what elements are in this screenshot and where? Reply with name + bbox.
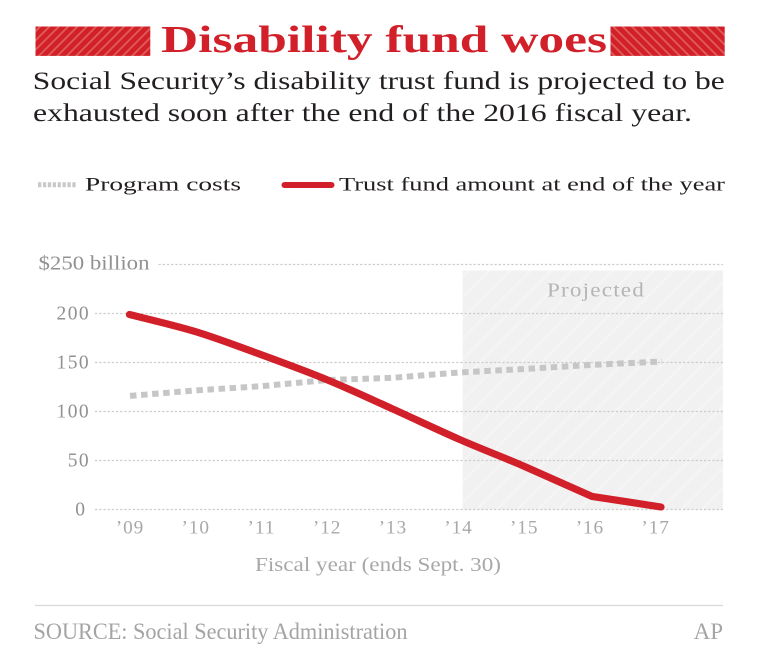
svg-text:Program costs: Program costs [85,175,241,196]
svg-text:Projected: Projected [547,281,645,302]
svg-text:200: 200 [57,304,90,325]
svg-text:’16: ’16 [576,518,604,539]
svg-text:’14: ’14 [444,518,472,539]
svg-text:Social Security’s disability t: Social Security’s disability trust fund … [33,66,725,95]
svg-text:Disability fund woes: Disability fund woes [161,19,607,61]
svg-text:AP: AP [694,619,723,644]
svg-text:SOURCE: Social Security Admini: SOURCE: Social Security Administration [34,619,408,644]
svg-text:’12: ’12 [313,518,341,539]
svg-text:’17: ’17 [641,518,669,539]
svg-text:$250 billion: $250 billion [39,254,150,275]
svg-text:’13: ’13 [379,518,407,539]
svg-text:Fiscal year (ends Sept. 30): Fiscal year (ends Sept. 30) [255,555,501,576]
svg-text:100: 100 [57,402,90,423]
svg-text:’10: ’10 [181,518,209,539]
svg-text:0: 0 [75,500,85,521]
svg-text:150: 150 [57,353,90,374]
svg-text:50: 50 [68,451,90,472]
svg-text:Trust fund amount at end of th: Trust fund amount at end of the year [339,175,726,196]
svg-text:’15: ’15 [510,518,538,539]
svg-text:exhausted soon after the end o: exhausted soon after the end of the 2016… [33,98,692,127]
svg-text:’09: ’09 [116,518,144,539]
svg-text:’11: ’11 [248,518,276,539]
